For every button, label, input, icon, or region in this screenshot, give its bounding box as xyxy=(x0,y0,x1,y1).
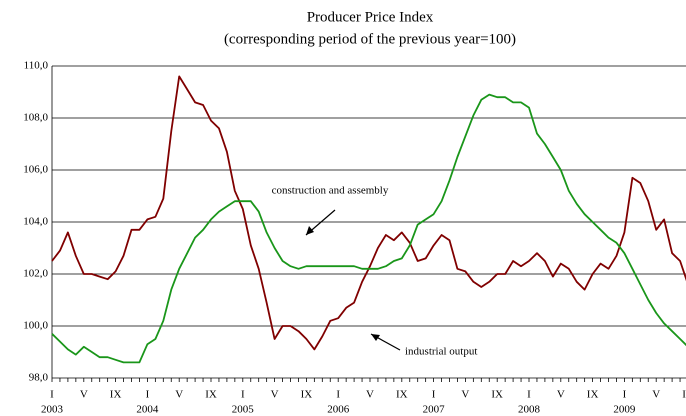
x-tick-label: I xyxy=(336,389,340,401)
series-line xyxy=(51,93,686,364)
chart-subtitle: (corresponding period of the previous ye… xyxy=(224,31,516,47)
x-tick-label: I xyxy=(146,389,150,401)
x-tick-label: I xyxy=(50,389,54,401)
x-tick-label: V xyxy=(271,389,279,401)
x-tick-label: V xyxy=(175,389,183,401)
y-tick-label: 106,0 xyxy=(23,164,48,176)
x-tick-label: IX xyxy=(587,389,599,401)
x-tick-label: IX xyxy=(301,389,313,401)
x-tick-label: V xyxy=(652,389,660,401)
y-tick-label: 104,0 xyxy=(23,216,48,228)
chart-title: Producer Price Index xyxy=(307,9,434,25)
annotation: construction and assembly xyxy=(272,185,389,197)
x-tick-label: IX xyxy=(396,389,408,401)
arrow-head xyxy=(306,226,314,235)
year-label: 2009 xyxy=(613,404,636,416)
annotation: industrial output xyxy=(405,346,477,358)
year-label: 2007 xyxy=(423,404,446,416)
x-tick-label: I xyxy=(623,389,627,401)
y-tick-label: 100,0 xyxy=(23,320,48,332)
year-label: 2008 xyxy=(518,404,541,416)
x-tick-label: V xyxy=(80,389,88,401)
x-tick-label: I xyxy=(527,389,531,401)
x-tick-label: IX xyxy=(491,389,503,401)
year-label: 2006 xyxy=(327,404,350,416)
year-label: 2004 xyxy=(136,404,159,416)
y-tick-label: 108,0 xyxy=(23,112,48,124)
series-line xyxy=(51,75,686,351)
x-tick-label: IX xyxy=(110,389,122,401)
y-tick-label: 98,0 xyxy=(29,372,49,384)
x-tick-label: IX xyxy=(205,389,217,401)
year-label: 2003 xyxy=(41,404,64,416)
x-tick-label: I xyxy=(432,389,436,401)
y-tick-label: 102,0 xyxy=(23,268,48,280)
y-tick-label: 110,0 xyxy=(24,60,49,72)
year-label: 2005 xyxy=(232,404,255,416)
arrow-head xyxy=(371,334,380,341)
x-tick-label: V xyxy=(366,389,374,401)
x-tick-label: I xyxy=(241,389,245,401)
x-tick-label: V xyxy=(461,389,469,401)
x-tick-label: V xyxy=(557,389,565,401)
x-tick-label: IX xyxy=(682,389,686,401)
